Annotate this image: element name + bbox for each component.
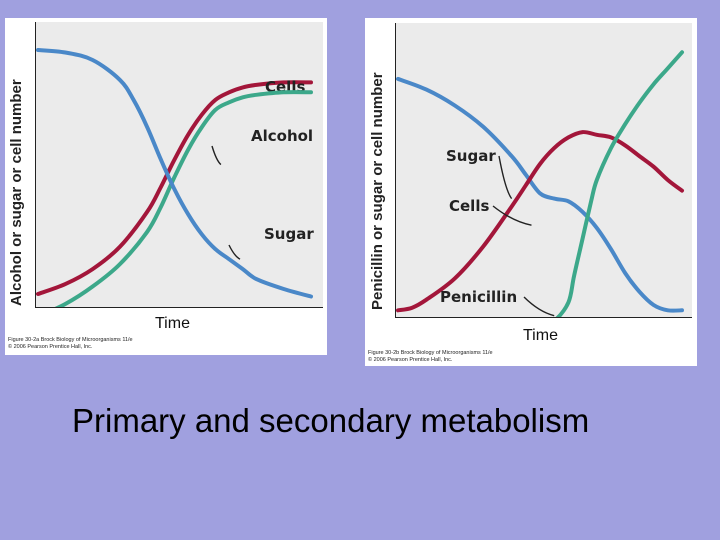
slide-caption: Primary and secondary metabolism: [72, 402, 590, 439]
chart-left-series-label-alcohol: Alcohol: [251, 127, 313, 145]
chart-right-credit-line-1: Figure 30-2b Brock Biology of Microorgan…: [368, 350, 493, 356]
chart-left-plot-area: Cells Alcohol Sugar: [35, 22, 323, 308]
chart-right-panel: Sugar Cells Penicillin Penicillin or sugar…: [365, 18, 697, 366]
chart-right-series-line-cells: [396, 130, 684, 313]
chart-right-leader-line-sugar: [498, 155, 513, 200]
chart-left-leader-line-sugar: [228, 244, 241, 260]
chart-right-series-label-sugar: Sugar: [446, 147, 496, 165]
chart-left-leader-line-alcohol: [211, 145, 222, 166]
chart-right-x-axis-label: Time: [523, 327, 558, 344]
chart-left-credit-line-1: Figure 30-2a Brock Biology of Microorgan…: [8, 337, 133, 343]
chart-left-y-axis-label: Alcohol or sugar or cell number: [8, 79, 25, 306]
chart-right-credit: Figure 30-2b Brock Biology of Microorgan…: [368, 350, 493, 364]
chart-left-x-axis-label: Time: [155, 315, 190, 332]
chart-right-leader-line-cells: [492, 205, 532, 226]
chart-left-panel: Cells Alcohol Sugar Alcohol or sugar or ce…: [5, 18, 327, 355]
chart-right-series-label-penicillin: Penicillin: [440, 288, 517, 306]
chart-right-series-line-penicillin: [555, 50, 684, 317]
chart-left-credit: Figure 30-2a Brock Biology of Microorgan…: [8, 337, 133, 351]
chart-right-svg: Sugar Cells Penicillin: [396, 50, 684, 317]
chart-left-series-line-alcohol: [54, 90, 313, 307]
chart-left-series-line-sugar: [36, 48, 313, 299]
chart-left-series-label-sugar: Sugar: [264, 225, 314, 243]
chart-left-credit-line-2: © 2006 Pearson Prentice Hall, Inc.: [8, 344, 93, 350]
chart-right-y-axis-label: Penicillin or sugar or cell number: [369, 72, 386, 310]
chart-right-series-line-sugar: [396, 76, 684, 313]
chart-right-series-label-cells: Cells: [449, 197, 489, 215]
chart-right-leader-line-penicillin: [523, 296, 555, 317]
chart-left-series-line-cells: [36, 80, 313, 296]
chart-right-plot-area: Sugar Cells Penicillin: [395, 23, 692, 318]
chart-right-credit-line-2: © 2006 Pearson Prentice Hall, Inc.: [368, 357, 453, 363]
